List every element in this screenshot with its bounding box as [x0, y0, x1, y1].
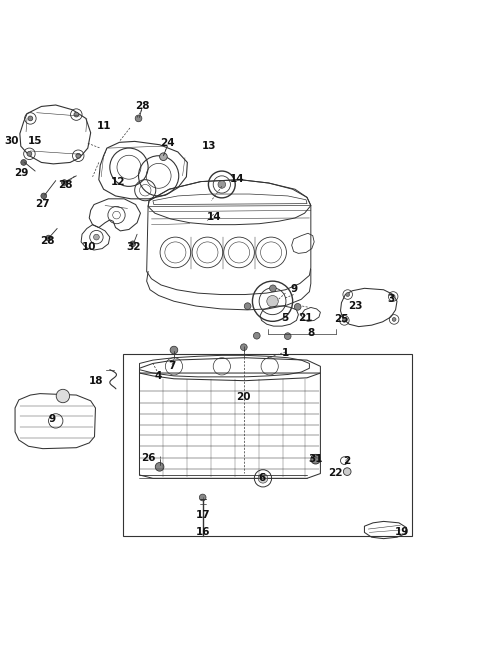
Circle shape — [240, 344, 247, 351]
Text: 17: 17 — [195, 510, 210, 520]
Circle shape — [391, 295, 395, 298]
Circle shape — [76, 153, 81, 158]
Text: 23: 23 — [348, 301, 363, 311]
Circle shape — [130, 241, 136, 247]
Circle shape — [61, 180, 67, 186]
Text: 9: 9 — [49, 414, 56, 424]
Circle shape — [199, 494, 206, 501]
Text: 21: 21 — [298, 313, 312, 322]
Text: 19: 19 — [395, 528, 409, 538]
Circle shape — [342, 318, 346, 322]
Text: 7: 7 — [168, 361, 176, 371]
Circle shape — [28, 116, 33, 121]
Text: 8: 8 — [307, 328, 314, 338]
Circle shape — [27, 151, 32, 156]
Text: 29: 29 — [14, 168, 29, 178]
Text: 5: 5 — [281, 313, 288, 322]
Circle shape — [294, 303, 301, 310]
Circle shape — [156, 463, 164, 471]
Text: 28: 28 — [134, 101, 149, 111]
Circle shape — [94, 234, 99, 240]
Circle shape — [346, 293, 349, 297]
Text: 11: 11 — [96, 120, 111, 130]
Circle shape — [46, 235, 51, 241]
Text: 9: 9 — [290, 284, 297, 294]
Circle shape — [311, 455, 321, 464]
Circle shape — [267, 295, 278, 307]
Text: 24: 24 — [160, 138, 175, 148]
Text: 12: 12 — [111, 176, 125, 187]
Circle shape — [284, 333, 291, 340]
Text: 25: 25 — [334, 315, 348, 324]
Text: 15: 15 — [28, 136, 42, 146]
Text: 10: 10 — [82, 241, 96, 251]
Text: 20: 20 — [237, 392, 251, 402]
Text: 18: 18 — [89, 376, 104, 386]
Text: 30: 30 — [4, 136, 18, 146]
Text: 22: 22 — [328, 468, 343, 478]
Text: 27: 27 — [36, 199, 50, 209]
Text: 28: 28 — [40, 236, 55, 246]
Text: 32: 32 — [127, 241, 141, 251]
Circle shape — [135, 115, 142, 122]
Text: 14: 14 — [230, 174, 245, 184]
Bar — [123, 354, 412, 536]
Circle shape — [21, 160, 26, 165]
Circle shape — [218, 181, 226, 188]
Circle shape — [258, 474, 268, 483]
Circle shape — [392, 318, 396, 321]
Text: 4: 4 — [155, 371, 162, 381]
Circle shape — [170, 346, 178, 354]
Text: 6: 6 — [258, 473, 265, 484]
Circle shape — [253, 332, 260, 339]
Text: 16: 16 — [195, 528, 210, 538]
Circle shape — [74, 113, 79, 117]
Text: 26: 26 — [141, 453, 156, 463]
Circle shape — [343, 468, 351, 476]
Circle shape — [159, 153, 167, 161]
Text: 28: 28 — [58, 180, 72, 190]
Text: 1: 1 — [282, 348, 289, 358]
Text: 31: 31 — [308, 454, 323, 464]
Circle shape — [244, 303, 251, 309]
Text: 13: 13 — [202, 141, 216, 151]
Circle shape — [41, 193, 47, 199]
Circle shape — [270, 285, 276, 291]
Circle shape — [56, 390, 70, 403]
Text: 3: 3 — [387, 294, 395, 305]
Text: 14: 14 — [206, 213, 221, 222]
Text: 2: 2 — [343, 455, 350, 466]
